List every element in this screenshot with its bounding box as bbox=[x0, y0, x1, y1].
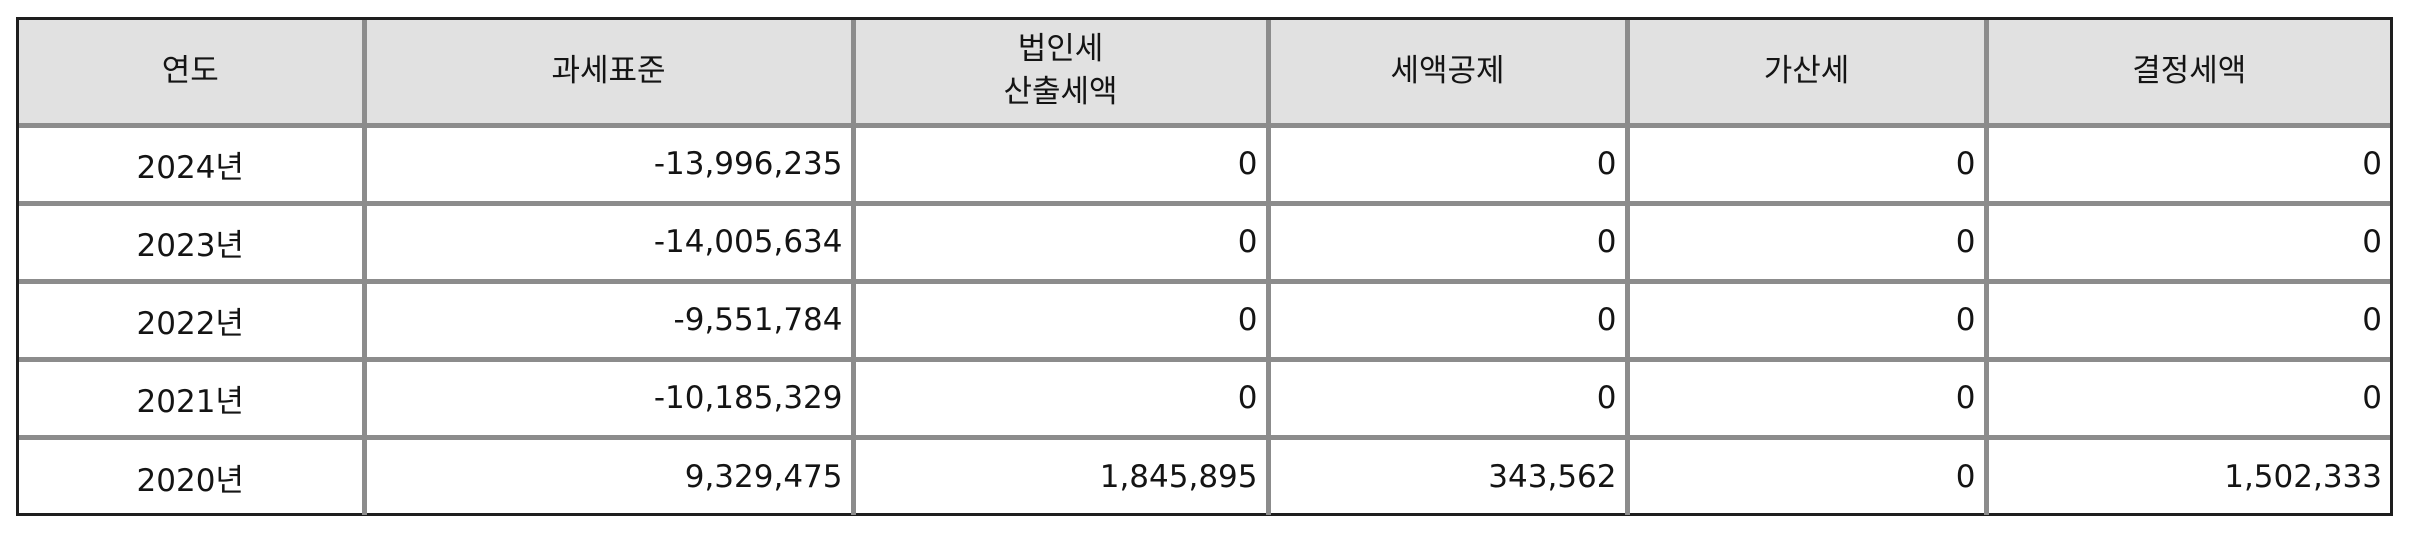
cell-determined-tax: 0 bbox=[1983, 200, 2390, 284]
header-penalty-tax-label: 가산세 bbox=[1763, 52, 1850, 89]
cell-tax-credit: 0 bbox=[1265, 122, 1630, 206]
cell-calculated-tax: 0 bbox=[850, 200, 1271, 284]
cell-determined-tax: 1,502,333 bbox=[1983, 434, 2390, 515]
header-determined-tax-label: 결정세액 bbox=[2132, 52, 2247, 89]
cell-penalty-tax: 0 bbox=[1624, 356, 1989, 440]
cell-tax-base: -10,185,329 bbox=[361, 356, 856, 440]
table-row: 2024년 -13,996,235 0 0 0 0 bbox=[19, 122, 2390, 206]
header-row: 연도 과세표준 법인세 산출세액 세액공제 가산세 결정세액 bbox=[19, 20, 2390, 128]
cell-year: 2022년 bbox=[19, 278, 367, 362]
cell-tax-base: -14,005,634 bbox=[361, 200, 856, 284]
cell-calculated-tax: 1,845,895 bbox=[850, 434, 1271, 515]
cell-penalty-tax: 0 bbox=[1624, 278, 1989, 362]
table-header: 연도 과세표준 법인세 산출세액 세액공제 가산세 결정세액 bbox=[19, 20, 2390, 128]
header-tax-base-label: 과세표준 bbox=[551, 52, 666, 89]
table-row: 2022년 -9,551,784 0 0 0 0 bbox=[19, 278, 2390, 362]
table-body: 2024년 -13,996,235 0 0 0 0 2023년 -14,005,… bbox=[19, 122, 2390, 515]
cell-determined-tax: 0 bbox=[1983, 278, 2390, 362]
header-year-label: 연도 bbox=[161, 52, 219, 89]
cell-penalty-tax: 0 bbox=[1624, 434, 1989, 515]
header-determined-tax: 결정세액 bbox=[1983, 20, 2390, 128]
cell-year: 2023년 bbox=[19, 200, 367, 284]
cell-year: 2021년 bbox=[19, 356, 367, 440]
cell-tax-credit: 0 bbox=[1265, 356, 1630, 440]
header-year: 연도 bbox=[19, 20, 367, 128]
cell-tax-credit: 0 bbox=[1265, 200, 1630, 284]
cell-calculated-tax: 0 bbox=[850, 356, 1271, 440]
cell-tax-credit: 343,562 bbox=[1265, 434, 1630, 515]
cell-determined-tax: 0 bbox=[1983, 356, 2390, 440]
cell-tax-base: -13,996,235 bbox=[361, 122, 856, 206]
table-row: 2020년 9,329,475 1,845,895 343,562 0 1,50… bbox=[19, 434, 2390, 515]
cell-year: 2024년 bbox=[19, 122, 367, 206]
corporate-tax-table-container: 연도 과세표준 법인세 산출세액 세액공제 가산세 결정세액 2024년 -13… bbox=[16, 17, 2393, 516]
header-calculated-tax: 법인세 산출세액 bbox=[850, 20, 1271, 128]
cell-year: 2020년 bbox=[19, 434, 367, 515]
cell-tax-credit: 0 bbox=[1265, 278, 1630, 362]
table-row: 2023년 -14,005,634 0 0 0 0 bbox=[19, 200, 2390, 284]
header-tax-base: 과세표준 bbox=[361, 20, 856, 128]
cell-tax-base: -9,551,784 bbox=[361, 278, 856, 362]
table-row: 2021년 -10,185,329 0 0 0 0 bbox=[19, 356, 2390, 440]
cell-penalty-tax: 0 bbox=[1624, 122, 1989, 206]
cell-tax-base: 9,329,475 bbox=[361, 434, 856, 515]
cell-penalty-tax: 0 bbox=[1624, 200, 1989, 284]
cell-determined-tax: 0 bbox=[1983, 122, 2390, 206]
header-calculated-tax-label-line1: 법인세 bbox=[1017, 30, 1104, 67]
cell-calculated-tax: 0 bbox=[850, 278, 1271, 362]
header-penalty-tax: 가산세 bbox=[1624, 20, 1989, 128]
header-tax-credit: 세액공제 bbox=[1265, 20, 1630, 128]
corporate-tax-table: 연도 과세표준 법인세 산출세액 세액공제 가산세 결정세액 2024년 -13… bbox=[19, 20, 2390, 515]
header-calculated-tax-label-line2: 산출세액 bbox=[1003, 74, 1118, 111]
header-tax-credit-label: 세액공제 bbox=[1390, 52, 1505, 89]
cell-calculated-tax: 0 bbox=[850, 122, 1271, 206]
